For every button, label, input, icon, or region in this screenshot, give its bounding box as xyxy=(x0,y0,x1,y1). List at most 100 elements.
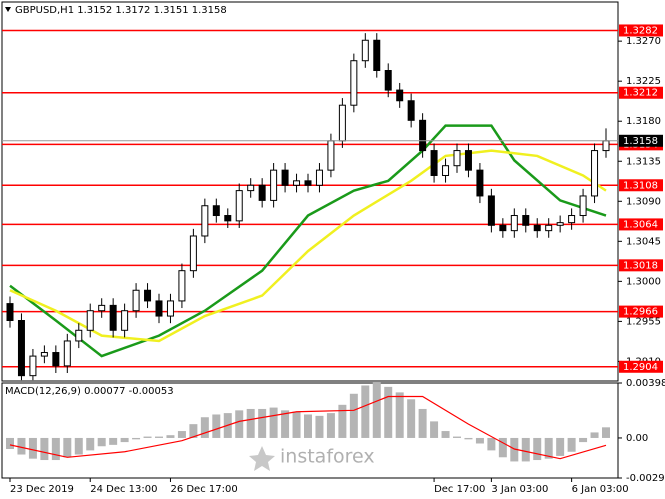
level-label-box xyxy=(619,360,663,373)
candle-body xyxy=(453,150,461,167)
level-label: 1.3018 xyxy=(623,260,658,271)
candle-body xyxy=(533,224,541,232)
candle-body xyxy=(396,89,404,102)
candle-body xyxy=(419,119,427,152)
macd-bar xyxy=(349,393,358,438)
x-tick-label: 23 Dec 2019 xyxy=(10,484,74,495)
candle-body xyxy=(591,150,599,197)
candle-body xyxy=(75,329,83,342)
candle-body xyxy=(201,205,209,237)
level-label-box xyxy=(619,259,663,272)
candle-body xyxy=(315,169,323,186)
macd-bar xyxy=(6,437,14,450)
candle-body xyxy=(224,215,232,222)
header: GBPUSD,H1 1.3152 1.3172 1.3151 1.3158 xyxy=(15,5,227,16)
macd-bar xyxy=(246,408,255,438)
macd-bar xyxy=(590,432,599,438)
y-tick-label: 0.00398 xyxy=(626,378,665,389)
y-tick-label: 1.3090 xyxy=(626,196,661,207)
x-tick-label: 6 Jan 03:00 xyxy=(572,484,629,495)
candle-body xyxy=(98,304,106,312)
candle-body xyxy=(258,184,266,201)
moving-average xyxy=(9,124,607,358)
macd-bar xyxy=(326,413,335,438)
header-icon xyxy=(5,7,11,12)
candle-body xyxy=(6,303,14,322)
level-label: 1.3212 xyxy=(623,88,658,99)
macd-bar xyxy=(567,437,576,452)
candle-body xyxy=(155,300,163,317)
current-price-label: 1.3158 xyxy=(623,136,658,147)
y-tick-label: 1.3180 xyxy=(626,116,661,127)
macd-bar xyxy=(292,411,301,438)
macd-bar xyxy=(602,427,610,438)
candle-body xyxy=(350,60,358,106)
macd-bar xyxy=(189,424,198,438)
macd-bar xyxy=(17,437,26,455)
candle-body xyxy=(189,235,197,272)
macd-bar xyxy=(418,408,427,438)
macd-bar xyxy=(177,431,186,438)
level-label-box xyxy=(619,305,663,318)
level-label: 1.2966 xyxy=(623,307,658,318)
macd-bar xyxy=(453,436,461,438)
candle-body xyxy=(510,215,518,232)
y-tick-label: 1.3225 xyxy=(626,76,661,87)
candle-body xyxy=(579,195,587,217)
candle-body xyxy=(86,310,94,331)
y-tick-label: 1.3045 xyxy=(626,236,661,247)
candle-body xyxy=(293,180,301,186)
macd-bar xyxy=(281,410,290,438)
macd-bar xyxy=(338,404,347,438)
candle-body xyxy=(602,140,610,152)
x-tick-label: 24 Dec 13:00 xyxy=(90,484,157,495)
macd-bar xyxy=(521,437,530,462)
candle-body xyxy=(166,300,174,317)
macd-bar xyxy=(510,437,519,462)
candle-body xyxy=(270,169,278,201)
candle-body xyxy=(17,320,25,377)
macd-bar xyxy=(475,437,484,444)
x-tick-label: 26 Dec 17:00 xyxy=(170,484,237,495)
x-tick-label: 3 Jan 03:00 xyxy=(491,484,548,495)
candle-body xyxy=(430,150,438,176)
y-tick-label: 1.3000 xyxy=(626,276,661,287)
macd-bar xyxy=(498,437,507,458)
y-tick-label: 1.2955 xyxy=(626,316,661,327)
macd-bar xyxy=(384,386,393,438)
macd-bar xyxy=(40,437,49,461)
macd-bar xyxy=(430,421,439,438)
y-tick-label: 0.00 xyxy=(626,433,648,444)
candle-body xyxy=(63,340,71,367)
x-tick-label: Dec 17:00 xyxy=(434,484,485,495)
candle-body xyxy=(109,304,117,331)
candle-body xyxy=(121,310,129,331)
macd-bar xyxy=(258,408,267,438)
candle-body xyxy=(522,215,530,226)
macd-bar xyxy=(361,385,370,438)
macd-bar xyxy=(533,437,542,461)
macd-bar xyxy=(155,436,163,438)
macd-bar xyxy=(544,437,553,459)
y-tick-label: -0.0029 xyxy=(626,473,665,484)
watermark-logo: instaforex xyxy=(228,440,388,472)
level-label: 1.3108 xyxy=(623,180,658,191)
watermark-text: instaforex xyxy=(280,446,375,468)
macd-bar xyxy=(200,417,209,438)
candle-body xyxy=(568,215,576,224)
y-tick-label: 1.3270 xyxy=(626,36,661,47)
macd-bar xyxy=(464,437,473,440)
macd-bar xyxy=(315,415,324,438)
macd-frame xyxy=(1,382,619,479)
candle-body xyxy=(52,352,60,367)
current-price-box xyxy=(619,134,663,147)
macd-bar xyxy=(97,437,106,447)
macd-bar xyxy=(372,382,381,438)
level-label-box xyxy=(619,24,663,37)
candle-body xyxy=(212,205,220,217)
macd-bar xyxy=(51,437,60,461)
macd-bar xyxy=(235,410,244,438)
macd-bar xyxy=(74,437,83,455)
macd-bar xyxy=(212,414,221,438)
